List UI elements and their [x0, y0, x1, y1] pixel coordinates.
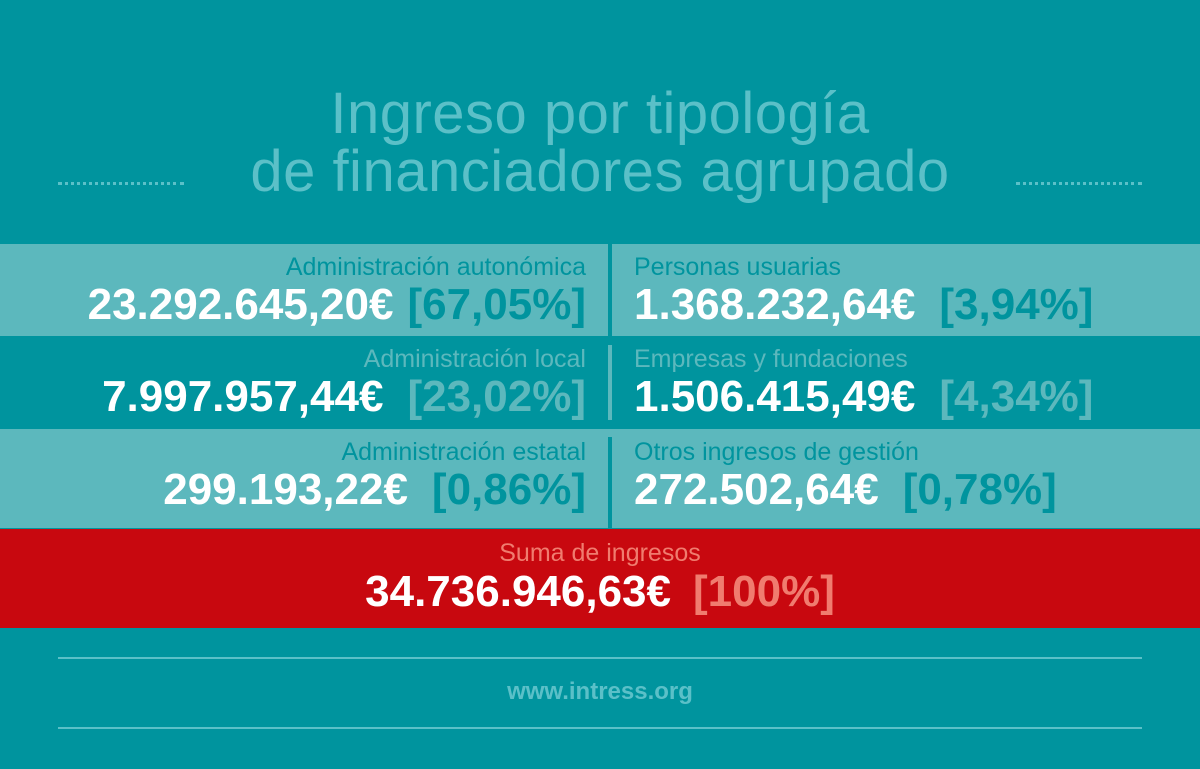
item-label: Otros ingresos de gestión	[634, 438, 919, 466]
title-line-2: de financiadores agrupado	[250, 139, 950, 204]
total-label: Suma de ingresos	[499, 539, 701, 567]
item-label: Empresas y fundaciones	[634, 345, 908, 373]
title-line-1: Ingreso por tipología	[330, 81, 870, 146]
item-administracion-autonomica: Administración autonómica 23.292.645,20€…	[88, 254, 586, 329]
item-percent: [3,94%]	[939, 280, 1094, 329]
total-percent: [100%]	[693, 567, 835, 616]
item-percent: [0,78%]	[902, 465, 1057, 514]
total-amount: 34.736.946,63€	[365, 567, 671, 616]
item-administracion-estatal: Administración estatal 299.193,22€ [0,86%…	[163, 439, 586, 514]
item-otros-ingresos: Otros ingresos de gestión 272.502,64€ [0,…	[634, 439, 1057, 514]
total-band	[0, 529, 1200, 628]
item-amount: 23.292.645,20€	[87, 280, 394, 329]
row-2-band	[0, 345, 1200, 420]
item-personas-usuarias: Personas usuarias 1.368.232,64€ [3,94%]	[634, 254, 1093, 329]
item-value: 272.502,64€ [0,78%]	[634, 466, 1057, 514]
dotted-rule-left	[58, 182, 184, 185]
item-empresas-fundaciones: Empresas y fundaciones 1.506.415,49€ [4,3…	[634, 346, 1093, 421]
item-administracion-local: Administración local 7.997.957,44€ [23,02…	[102, 346, 586, 421]
item-value: 1.506.415,49€ [4,34%]	[634, 373, 1093, 421]
item-value: 1.368.232,64€ [3,94%]	[634, 281, 1093, 329]
item-label: Personas usuarias	[634, 253, 842, 281]
row-2-divider	[608, 345, 612, 420]
item-percent: [4,34%]	[939, 372, 1094, 421]
footer-rule-top	[58, 657, 1142, 659]
dotted-rule-right	[1016, 182, 1142, 185]
total-value: 34.736.946,63€ [100%]	[0, 568, 1200, 616]
item-label: Administración autonómica	[285, 253, 586, 281]
item-amount: 299.193,22€	[163, 465, 408, 514]
row-3-divider	[608, 437, 612, 528]
item-amount: 1.368.232,64€	[634, 280, 916, 329]
item-label: Administración estatal	[341, 438, 586, 466]
row-1-divider	[608, 244, 612, 336]
footer-url-link[interactable]: www.intress.org	[507, 678, 693, 705]
item-amount: 272.502,64€	[634, 465, 879, 514]
item-value: 299.193,22€ [0,86%]	[163, 466, 586, 514]
row-3-band	[0, 429, 1200, 528]
item-value: 23.292.645,20€ [67,05%]	[88, 281, 586, 329]
item-label: Administración local	[363, 345, 586, 373]
item-value: 7.997.957,44€ [23,02%]	[102, 373, 586, 421]
row-1-band	[0, 244, 1200, 336]
item-percent: [0,86%]	[431, 465, 586, 514]
footer-rule-bottom	[58, 727, 1142, 729]
item-percent: [67,05%]	[407, 280, 586, 329]
item-percent: [23,02%]	[407, 372, 586, 421]
item-amount: 7.997.957,44€	[102, 372, 384, 421]
item-amount: 1.506.415,49€	[634, 372, 916, 421]
